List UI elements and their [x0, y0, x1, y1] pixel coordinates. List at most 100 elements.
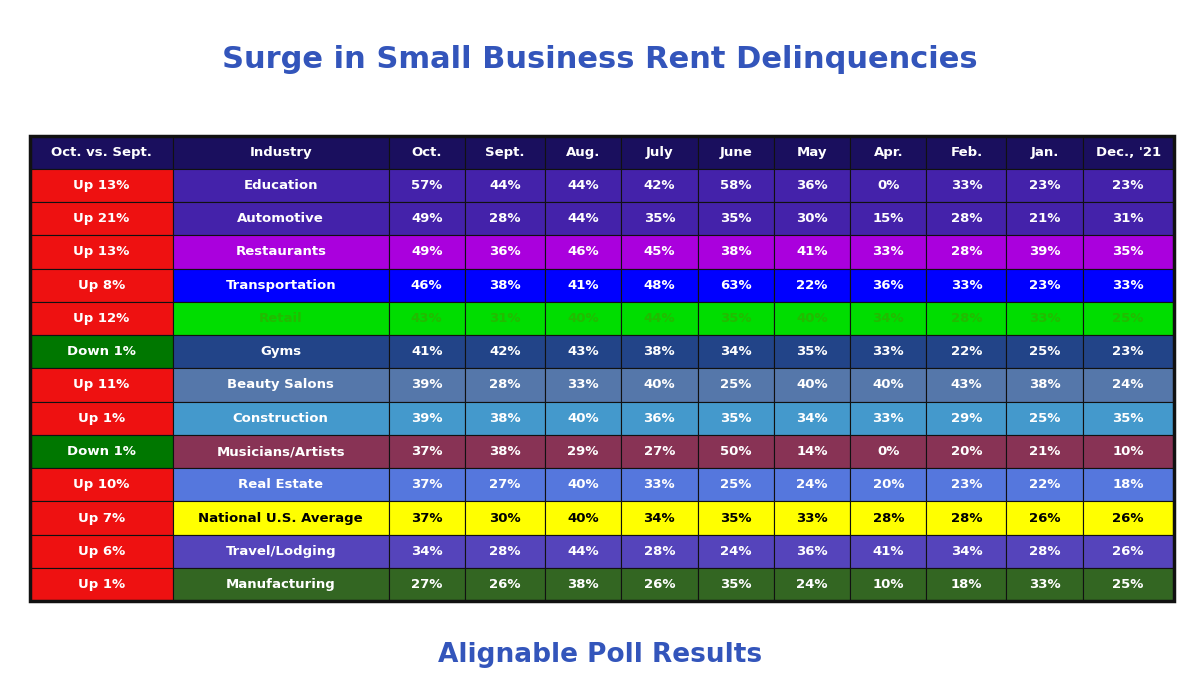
Text: 33%: 33%	[1028, 578, 1061, 591]
Text: May: May	[797, 146, 827, 158]
Text: 22%: 22%	[797, 279, 828, 292]
Text: 33%: 33%	[950, 279, 983, 292]
Text: 63%: 63%	[720, 279, 751, 292]
Text: 27%: 27%	[412, 578, 443, 591]
Text: 24%: 24%	[797, 578, 828, 591]
Text: 46%: 46%	[410, 279, 443, 292]
Text: 0%: 0%	[877, 445, 900, 458]
Text: 33%: 33%	[568, 379, 599, 391]
Text: 25%: 25%	[720, 478, 751, 491]
Text: 38%: 38%	[643, 345, 676, 358]
Text: 34%: 34%	[796, 411, 828, 425]
Text: 24%: 24%	[720, 545, 751, 558]
Text: 36%: 36%	[490, 245, 521, 259]
Text: 39%: 39%	[410, 411, 443, 425]
Text: Real Estate: Real Estate	[239, 478, 323, 491]
Text: Gyms: Gyms	[260, 345, 301, 358]
Text: 21%: 21%	[1028, 212, 1061, 225]
Text: Up 8%: Up 8%	[78, 279, 125, 292]
Text: 36%: 36%	[643, 411, 676, 425]
Text: Alignable Poll Results: Alignable Poll Results	[438, 642, 762, 669]
Text: 43%: 43%	[950, 379, 983, 391]
Text: Travel/Lodging: Travel/Lodging	[226, 545, 336, 558]
Text: 24%: 24%	[1112, 379, 1144, 391]
Text: 35%: 35%	[720, 512, 751, 525]
Text: 44%: 44%	[643, 312, 676, 325]
Text: 0%: 0%	[877, 179, 900, 192]
Text: Jan.: Jan.	[1031, 146, 1058, 158]
Text: 28%: 28%	[950, 245, 982, 259]
Text: Up 13%: Up 13%	[73, 245, 130, 259]
Text: 35%: 35%	[1112, 245, 1144, 259]
Text: Up 13%: Up 13%	[73, 179, 130, 192]
Text: Feb.: Feb.	[950, 146, 983, 158]
Text: 40%: 40%	[643, 379, 676, 391]
Text: 33%: 33%	[872, 411, 904, 425]
Text: 41%: 41%	[568, 279, 599, 292]
Text: 31%: 31%	[1112, 212, 1144, 225]
Text: 26%: 26%	[1112, 512, 1144, 525]
Text: 43%: 43%	[568, 345, 599, 358]
Text: 37%: 37%	[410, 445, 443, 458]
Text: 25%: 25%	[1112, 312, 1144, 325]
Text: 28%: 28%	[490, 379, 521, 391]
Text: 29%: 29%	[950, 411, 982, 425]
Text: Apr.: Apr.	[874, 146, 904, 158]
Text: 18%: 18%	[950, 578, 982, 591]
Text: 50%: 50%	[720, 445, 751, 458]
Text: 28%: 28%	[490, 212, 521, 225]
Text: 33%: 33%	[643, 478, 676, 491]
Text: 42%: 42%	[643, 179, 676, 192]
Text: 34%: 34%	[410, 545, 443, 558]
Text: 43%: 43%	[410, 312, 443, 325]
Text: 33%: 33%	[1112, 279, 1144, 292]
Text: 27%: 27%	[490, 478, 521, 491]
Text: Retail: Retail	[259, 312, 302, 325]
Text: 40%: 40%	[568, 478, 599, 491]
Text: 35%: 35%	[643, 212, 676, 225]
Text: 40%: 40%	[568, 512, 599, 525]
Text: 46%: 46%	[568, 245, 599, 259]
Text: 45%: 45%	[643, 245, 676, 259]
Text: National U.S. Average: National U.S. Average	[198, 512, 364, 525]
Text: 30%: 30%	[796, 212, 828, 225]
Text: Up 10%: Up 10%	[73, 478, 130, 491]
Text: Industry: Industry	[250, 146, 312, 158]
Text: 25%: 25%	[1112, 578, 1144, 591]
Text: 33%: 33%	[872, 245, 904, 259]
Text: 48%: 48%	[643, 279, 676, 292]
Text: Down 1%: Down 1%	[67, 445, 136, 458]
Text: 44%: 44%	[568, 179, 599, 192]
Text: 31%: 31%	[490, 312, 521, 325]
Text: 23%: 23%	[950, 478, 982, 491]
Text: 39%: 39%	[410, 379, 443, 391]
Text: 28%: 28%	[643, 545, 676, 558]
Text: Up 6%: Up 6%	[78, 545, 125, 558]
Text: 41%: 41%	[410, 345, 443, 358]
Text: Musicians/Artists: Musicians/Artists	[216, 445, 346, 458]
Text: 40%: 40%	[796, 379, 828, 391]
Text: 41%: 41%	[872, 545, 904, 558]
Text: 14%: 14%	[797, 445, 828, 458]
Text: Restaurants: Restaurants	[235, 245, 326, 259]
Text: 39%: 39%	[1028, 245, 1061, 259]
Text: 10%: 10%	[872, 578, 904, 591]
Text: 35%: 35%	[797, 345, 828, 358]
Text: 26%: 26%	[1028, 512, 1061, 525]
Text: 24%: 24%	[797, 478, 828, 491]
Text: Oct.: Oct.	[412, 146, 442, 158]
Text: 30%: 30%	[490, 512, 521, 525]
Text: 37%: 37%	[410, 478, 443, 491]
Text: 23%: 23%	[1112, 345, 1144, 358]
Text: 38%: 38%	[568, 578, 599, 591]
Text: 23%: 23%	[1028, 179, 1061, 192]
Text: 36%: 36%	[796, 545, 828, 558]
Text: 38%: 38%	[1028, 379, 1061, 391]
Text: 28%: 28%	[950, 512, 982, 525]
Text: 27%: 27%	[643, 445, 676, 458]
Text: Sept.: Sept.	[485, 146, 524, 158]
Text: 22%: 22%	[1028, 478, 1061, 491]
Text: 37%: 37%	[410, 512, 443, 525]
Text: 40%: 40%	[568, 312, 599, 325]
Text: Down 1%: Down 1%	[67, 345, 136, 358]
